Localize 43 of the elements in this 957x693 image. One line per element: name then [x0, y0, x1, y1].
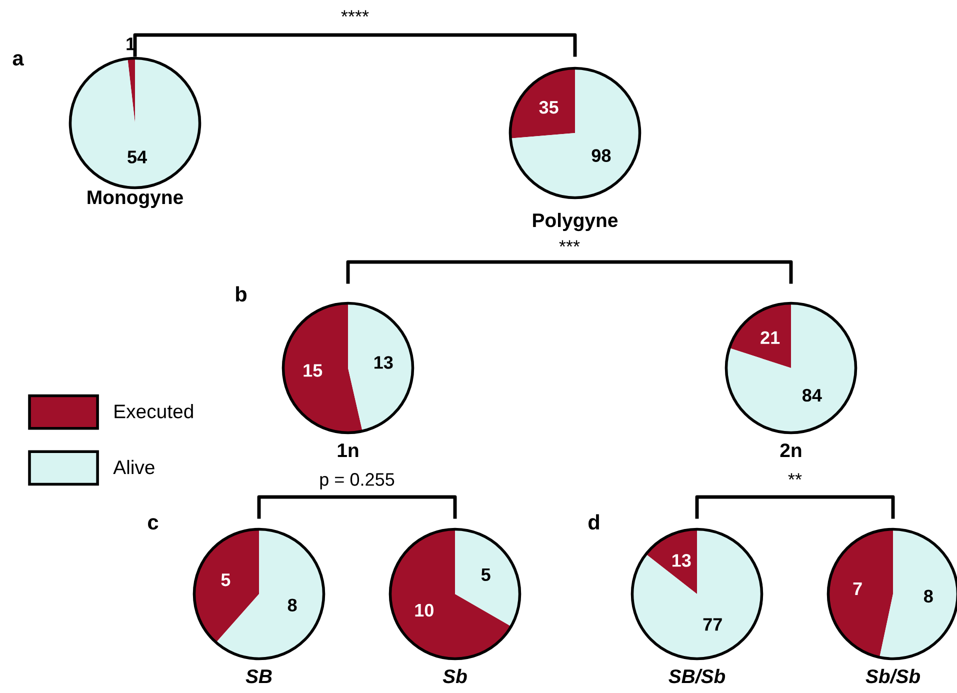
pie-slice	[455, 529, 520, 626]
data-label: 13	[374, 356, 393, 369]
data-label: 13	[672, 554, 691, 567]
text: SB	[246, 669, 272, 684]
data-label: 5	[221, 574, 230, 586]
text: SB/Sb	[668, 668, 726, 684]
data-label: 98	[592, 149, 611, 162]
text: Sb	[442, 668, 467, 684]
text: 2n	[780, 443, 802, 458]
data-label: 77	[703, 618, 722, 631]
text: a	[12, 54, 24, 66]
data-label: 54	[128, 150, 147, 164]
text: Polygyne	[533, 212, 618, 232]
text: Sb/Sb	[866, 668, 920, 684]
data-label: 5	[481, 568, 490, 582]
data-label: 8	[924, 590, 933, 603]
pie-slice	[194, 529, 259, 642]
text: ****	[341, 10, 369, 17]
data-label: 21	[760, 331, 780, 344]
pie-slice	[390, 529, 512, 659]
text: ***	[559, 240, 580, 247]
data-label: 84	[802, 388, 822, 402]
pie-slice	[828, 529, 893, 658]
pie-slice	[348, 303, 413, 432]
text: **	[788, 473, 802, 480]
data-label: 35	[539, 100, 558, 114]
data-label: 15	[304, 364, 322, 377]
legend-label: Alive	[113, 460, 154, 474]
pie-slice	[646, 529, 697, 594]
pie-slice	[128, 58, 135, 123]
data-label: 10	[415, 604, 434, 617]
text: d	[588, 514, 599, 530]
text: c	[148, 518, 158, 530]
text: p = 0.255	[320, 473, 394, 490]
pie-slice	[880, 529, 957, 659]
text: b	[236, 286, 247, 302]
legend-label: Executed	[114, 404, 193, 418]
data-label: 8	[288, 598, 297, 612]
text: Monogyne	[88, 190, 183, 208]
pie-slice	[216, 529, 324, 659]
data-label: 7	[853, 582, 862, 595]
pie-slice	[283, 303, 362, 433]
text: 1n	[338, 444, 358, 458]
